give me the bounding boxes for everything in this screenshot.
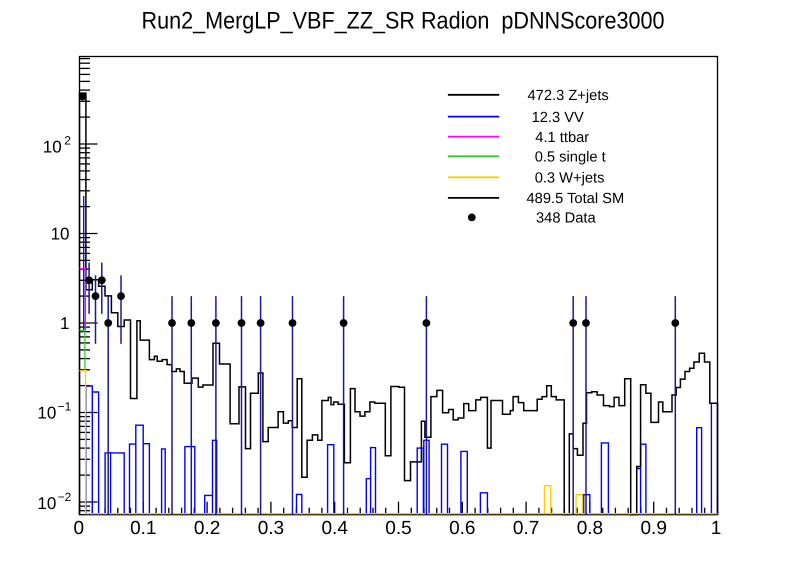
svg-text:4.1 ttbar: 4.1 ttbar xyxy=(535,130,589,146)
svg-text:472.3 Z+jets: 472.3 Z+jets xyxy=(528,88,609,104)
svg-text:0: 0 xyxy=(74,518,85,539)
svg-text:1: 1 xyxy=(711,518,722,539)
svg-text:0.3: 0.3 xyxy=(258,518,284,539)
svg-text:Run2_MergLP_VBF_ZZ_SR Radion: Run2_MergLP_VBF_ZZ_SR Radion pDNNScore30… xyxy=(142,8,665,35)
svg-text:489.5 Total SM: 489.5 Total SM xyxy=(527,191,625,207)
svg-text:−2: −2 xyxy=(58,490,72,504)
svg-text:0.8: 0.8 xyxy=(577,518,603,539)
svg-text:0.6: 0.6 xyxy=(449,518,475,539)
svg-text:2: 2 xyxy=(64,134,71,148)
svg-text:1: 1 xyxy=(60,314,69,333)
svg-text:10: 10 xyxy=(51,225,70,244)
svg-text:0.2: 0.2 xyxy=(194,518,220,539)
svg-text:10: 10 xyxy=(43,138,62,157)
svg-text:0.9: 0.9 xyxy=(640,518,666,539)
svg-text:348 Data: 348 Data xyxy=(536,211,596,227)
svg-text:0.7: 0.7 xyxy=(513,518,539,539)
svg-text:12.3 VV: 12.3 VV xyxy=(532,110,584,126)
svg-text:0.5: 0.5 xyxy=(385,518,411,539)
svg-text:0.4: 0.4 xyxy=(321,518,348,539)
svg-text:0.5 single t: 0.5 single t xyxy=(535,150,606,166)
svg-text:10: 10 xyxy=(37,494,56,513)
svg-text:0.3 W+jets: 0.3 W+jets xyxy=(535,171,605,187)
svg-text:0.1: 0.1 xyxy=(130,518,156,539)
svg-text:−1: −1 xyxy=(58,400,72,414)
svg-text:10: 10 xyxy=(37,404,56,423)
